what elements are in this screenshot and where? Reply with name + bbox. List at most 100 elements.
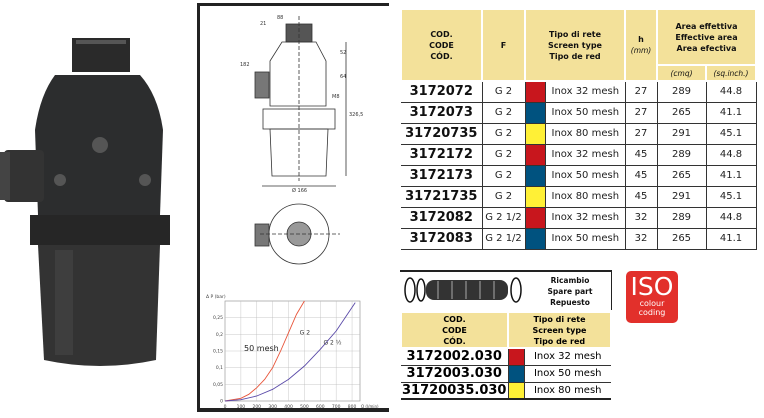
cell-sqinch: 41.1 (706, 228, 757, 250)
y-tick-label: 0,1 (216, 365, 223, 371)
series-label: G 2 ½ (323, 339, 341, 346)
cell-sqinch: 44.8 (706, 207, 757, 229)
header-sqinch: (sq.inch.) (705, 64, 757, 82)
side-view-drawing: 88 21 182 52 64 M8 326,5 Ø 166 (240, 15, 363, 194)
header-h: h (mm) (624, 8, 658, 82)
y-tick-label: 0,05 (213, 382, 223, 388)
cell-sqinch: 41.1 (706, 165, 757, 187)
dim-52: 52 (340, 50, 346, 56)
cell-h: 45 (625, 186, 658, 208)
cell-code: 3172072 (401, 81, 483, 103)
cell-f: G 2 1/2 (482, 207, 526, 229)
spare-cell-screen: Inox 80 mesh (524, 382, 611, 400)
spare-row: 31720035.030 Inox 80 mesh (401, 382, 611, 400)
cell-f: G 2 (482, 81, 526, 103)
cell-f: G 2 (482, 123, 526, 145)
cell-screen: Inox 80 mesh (545, 186, 626, 208)
series-line-g2 (224, 300, 305, 402)
cell-code: 3172082 (401, 207, 483, 229)
cell-cmq: 289 (657, 81, 707, 103)
cell-f: G 2 (482, 186, 526, 208)
spare-cell-code: 3172003.030 (401, 365, 509, 383)
x-tick-label: 800 (348, 404, 357, 410)
dim-182: 182 (240, 62, 250, 68)
cell-sqinch: 45.1 (706, 123, 757, 145)
spare-screen-image (404, 275, 524, 305)
iso-colour-coding-badge: ISO colour coding (626, 271, 678, 323)
cell-code: 3172173 (401, 165, 483, 187)
cell-sqinch: 44.8 (706, 81, 757, 103)
color-swatch (525, 81, 546, 103)
dim-326: 326,5 (349, 112, 363, 118)
cell-cmq: 265 (657, 228, 707, 250)
cell-code: 31721735 (401, 186, 483, 208)
y-tick-label: 0 (220, 399, 223, 405)
color-swatch (508, 365, 525, 383)
cell-sqinch: 41.1 (706, 102, 757, 124)
cell-screen: Inox 32 mesh (545, 144, 626, 166)
spare-cell-screen: Inox 50 mesh (524, 365, 611, 383)
cell-cmq: 291 (657, 186, 707, 208)
table-row: 3172082 G 2 1/2 Inox 32 mesh 32 289 44.8 (401, 207, 757, 229)
header-screen-type: Tipo di rete Screen type Tipo de red (524, 8, 626, 82)
color-swatch (508, 348, 525, 366)
y-tick-label: 0,2 (216, 332, 223, 338)
cell-h: 27 (625, 81, 658, 103)
spare-header-code: COD. CODE CÓD. (400, 311, 509, 349)
cell-f: G 2 (482, 144, 526, 166)
header-code: COD. CODE CÓD. (400, 8, 483, 82)
cell-screen: Inox 80 mesh (545, 123, 626, 145)
cell-code: 3172172 (401, 144, 483, 166)
dim-m8: M8 (332, 94, 340, 100)
table-row: 3172073 G 2 Inox 50 mesh 27 265 41.1 (401, 102, 757, 124)
y-tick-label: 0,15 (213, 349, 223, 355)
spare-cell-screen: Inox 32 mesh (524, 348, 611, 366)
table-row: 3172083 G 2 1/2 Inox 50 mesh 32 265 41.1 (401, 228, 757, 250)
spare-header-frame (400, 270, 612, 310)
top-view-drawing (254, 203, 340, 265)
spare-cell-code: 31720035.030 (401, 382, 509, 400)
cell-screen: Inox 32 mesh (545, 81, 626, 103)
spare-row: 3172002.030 Inox 32 mesh (401, 348, 611, 366)
x-tick-label: 500 (300, 404, 309, 410)
cell-h: 45 (625, 165, 658, 187)
dim-diameter: Ø 166 (292, 187, 307, 194)
pressure-drop-chart: 0 100 200 300 400 500 600 700 800 0 0,05 0,1 0,15 0,2… (206, 294, 379, 410)
color-swatch (525, 123, 546, 145)
color-swatch (525, 186, 546, 208)
cell-cmq: 265 (657, 102, 707, 124)
x-tick-label: 300 (268, 404, 277, 410)
dim-88: 88 (277, 15, 283, 21)
cell-code: 31720735 (401, 123, 483, 145)
table-row: 3172173 G 2 Inox 50 mesh 45 265 41.1 (401, 165, 757, 187)
x-axis-label: Q (l/min) (361, 404, 379, 409)
color-swatch (508, 382, 525, 400)
series-label: G 2 (300, 329, 311, 336)
spare-header-screen: Tipo di rete Screen type Tipo de red (507, 311, 612, 349)
cell-h: 45 (625, 144, 658, 166)
cell-f: G 2 (482, 165, 526, 187)
color-swatch (525, 228, 546, 250)
header-area: Area effettiva Effective area Area efectiv… (656, 8, 757, 66)
y-tick-label: 0,25 (213, 315, 223, 321)
filter-product-photo (0, 0, 192, 414)
color-swatch (525, 102, 546, 124)
spare-parts-table: COD. CODE CÓD. Tipo di rete Screen type Tipo… (400, 311, 612, 400)
technical-drawing-panel: 88 21 182 52 64 M8 326,5 Ø 166 0 100 200 30… (197, 3, 389, 412)
spare-row: 3172003.030 Inox 50 mesh (401, 365, 611, 383)
table-row: 31720735 G 2 Inox 80 mesh 27 291 45.1 (401, 123, 757, 145)
cell-h: 27 (625, 123, 658, 145)
x-tick-label: 600 (316, 404, 325, 410)
color-swatch (525, 165, 546, 187)
cell-h: 32 (625, 228, 658, 250)
cell-screen: Inox 50 mesh (545, 165, 626, 187)
dim-21: 21 (260, 21, 266, 27)
header-f: F (481, 8, 526, 82)
cell-sqinch: 44.8 (706, 144, 757, 166)
x-tick-label: 200 (252, 404, 261, 410)
header-cmq: (cmq) (656, 64, 707, 82)
cell-screen: Inox 50 mesh (545, 102, 626, 124)
cell-code: 3172073 (401, 102, 483, 124)
series-line-g2-half (224, 302, 356, 402)
cell-f: G 2 (482, 102, 526, 124)
